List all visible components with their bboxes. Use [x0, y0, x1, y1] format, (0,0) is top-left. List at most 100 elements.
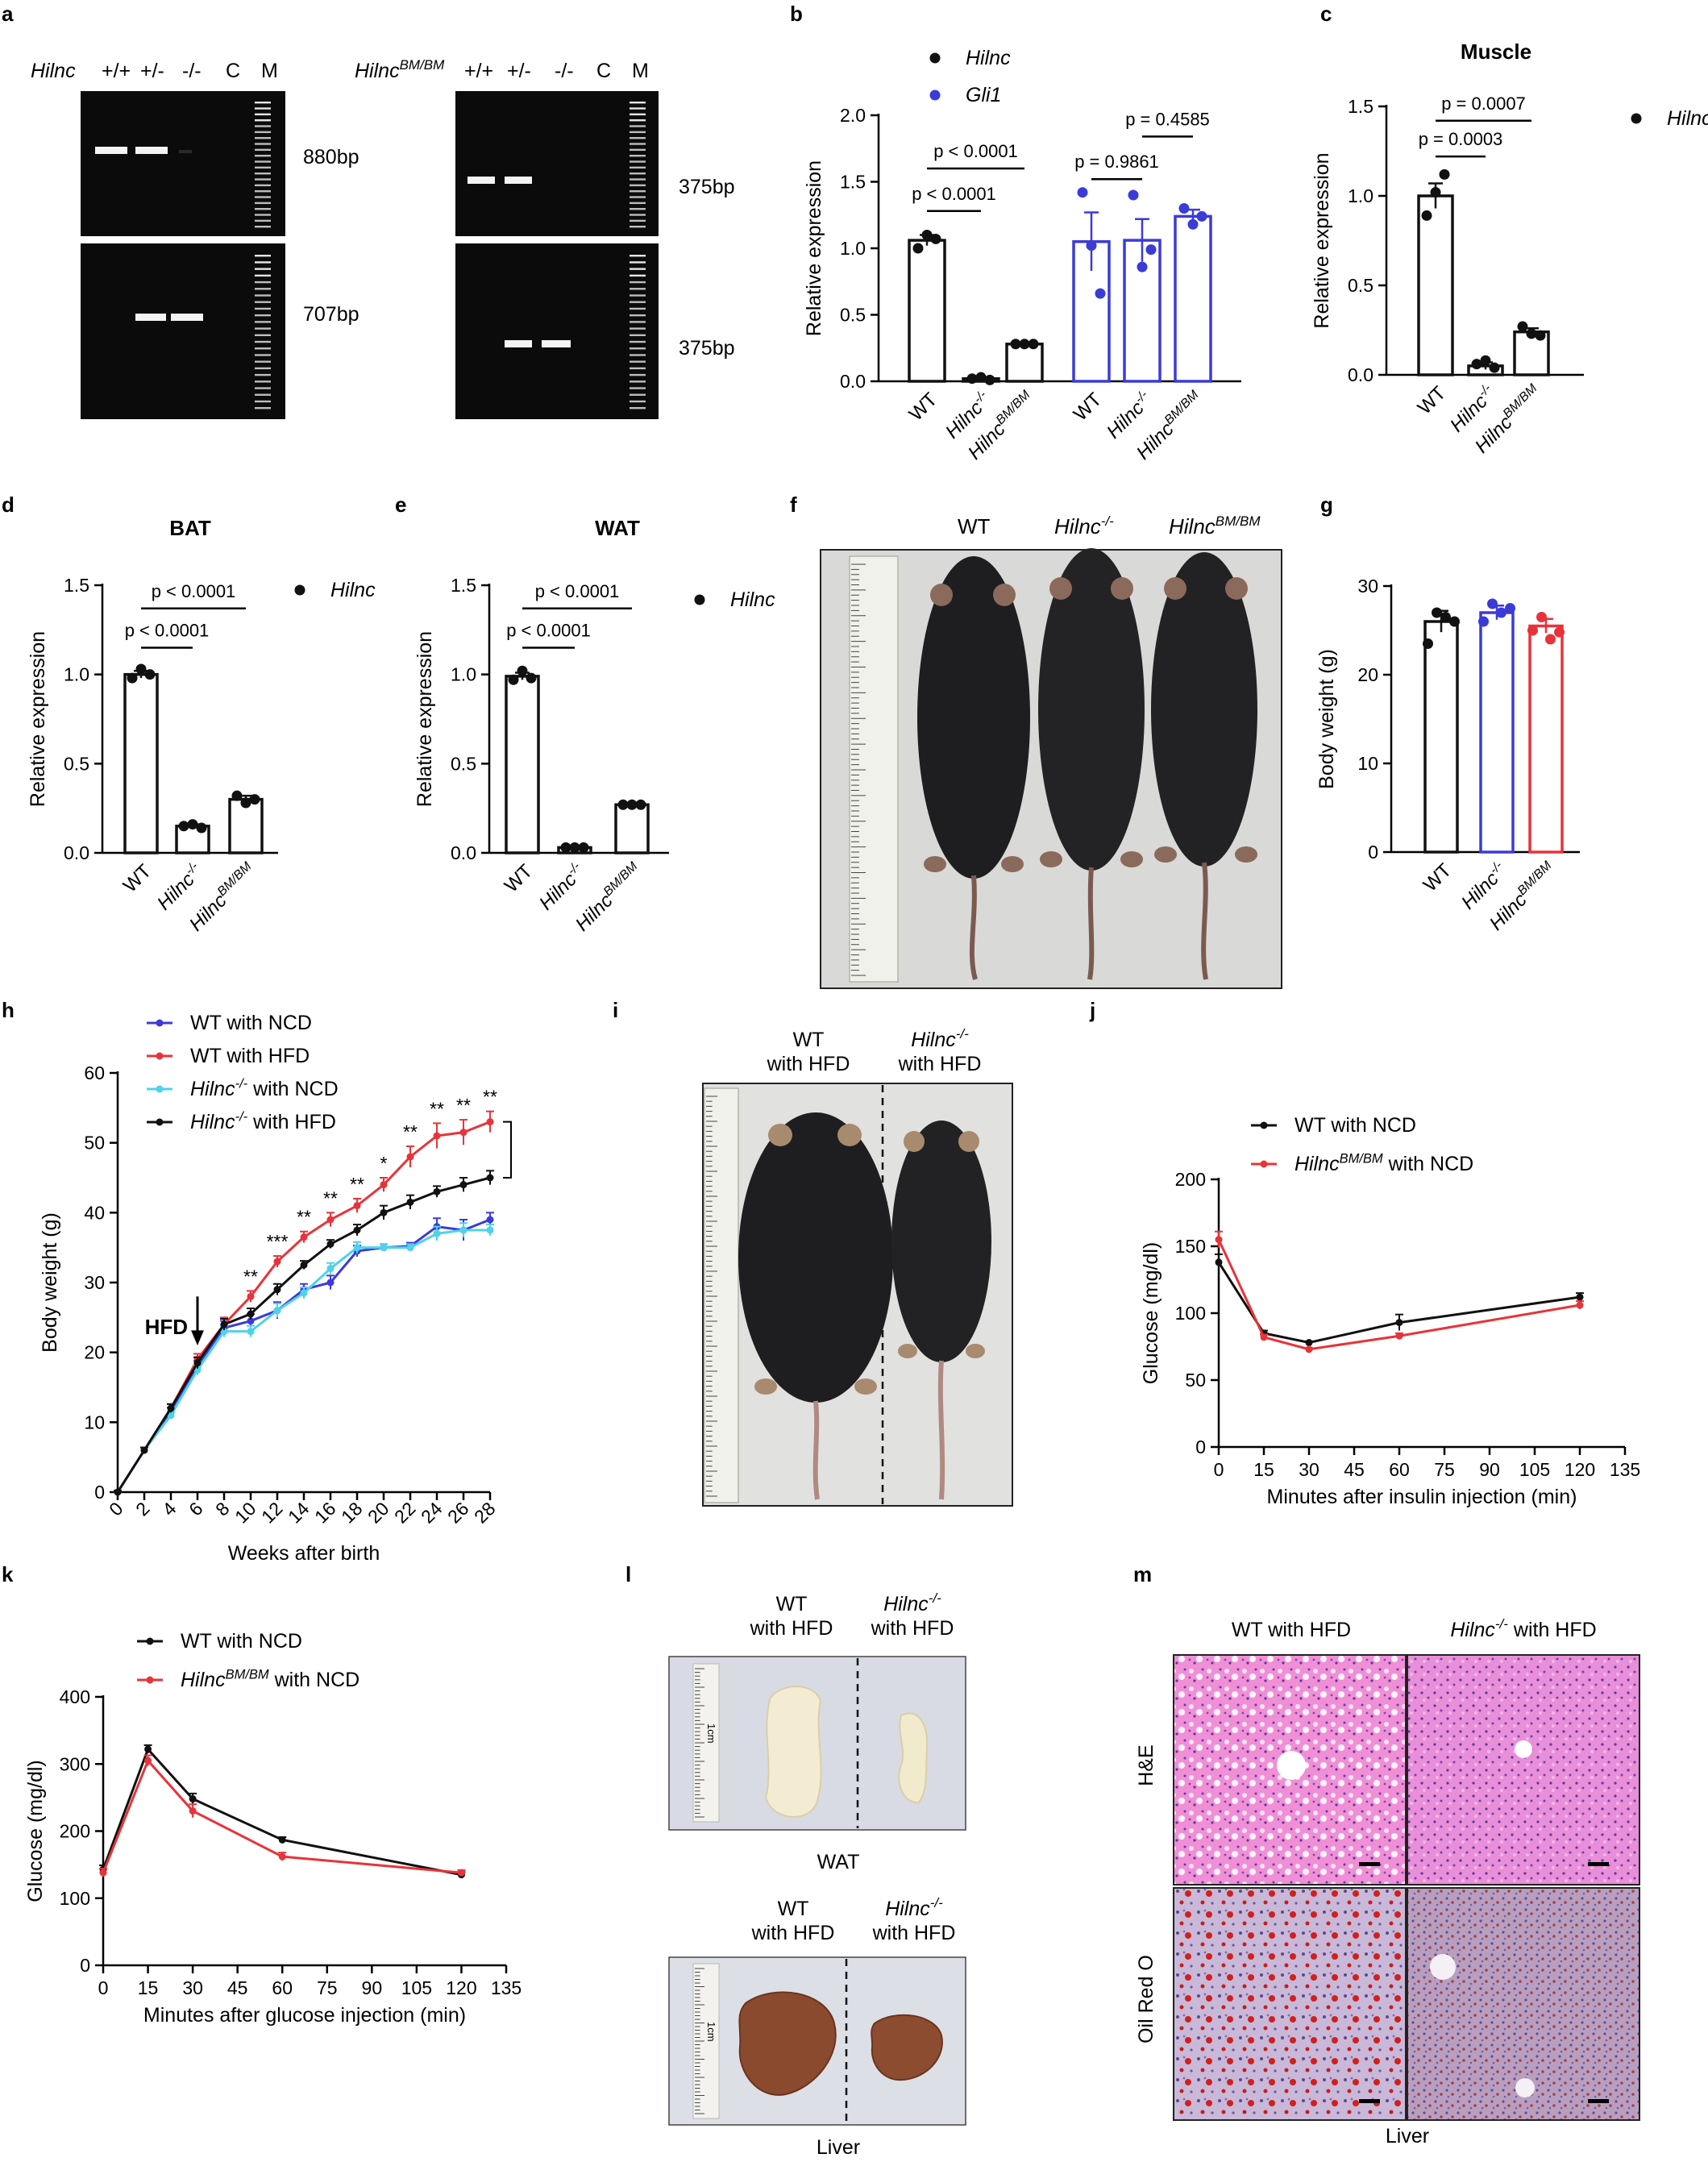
ladder-band — [255, 143, 271, 145]
data-point — [1095, 288, 1106, 299]
bar — [1417, 194, 1454, 376]
bar — [614, 803, 650, 854]
panel-label-j: j — [1089, 998, 1095, 1022]
legend-marker — [156, 1085, 164, 1093]
photo-l-bot-col1-line2: with HFD — [751, 1922, 835, 1944]
y-tick-label: 400 — [60, 1686, 90, 1707]
gel-left-lane-1: +/+ — [102, 60, 131, 82]
gel-band-faint — [179, 150, 192, 153]
data-point — [1305, 1345, 1313, 1353]
ladder-band — [255, 166, 271, 169]
y-tick-label: 0 — [1368, 842, 1378, 863]
data-point — [1439, 168, 1450, 180]
data-point — [240, 797, 251, 809]
gel-band — [468, 177, 495, 184]
ladder-band — [255, 107, 271, 110]
x-tick-label: 6 — [185, 1498, 206, 1520]
data-point — [930, 233, 941, 244]
y-tick-label: 20 — [84, 1342, 105, 1363]
data-point — [127, 672, 138, 684]
y-tick-label: 0 — [94, 1482, 105, 1503]
chart-title: WAT — [595, 516, 640, 540]
significance-stars: ** — [403, 1121, 418, 1142]
photo-f-label-bm: HilncBM/BM — [1169, 513, 1261, 538]
data-point — [178, 821, 189, 832]
category-label: WT — [1070, 389, 1107, 426]
legend-marker — [694, 594, 705, 605]
bar — [505, 675, 540, 854]
x-tick-label: 75 — [317, 1977, 338, 1998]
x-tick-label: 22 — [390, 1498, 419, 1527]
x-axis-label: Minutes after insulin injection (min) — [1267, 1486, 1577, 1508]
gel-right-lane-1: +/+ — [464, 60, 493, 82]
photo-i-col1-line2: with HFD — [767, 1053, 850, 1075]
data-point — [273, 1258, 281, 1266]
data-point — [144, 669, 156, 680]
photo-l-top-col2-line1: Hilnc-/- — [883, 1590, 941, 1615]
gel-left-gene-label: Hilnc — [31, 60, 76, 82]
ladder-band — [255, 281, 271, 284]
ruler-ticks — [695, 1668, 704, 1818]
photo-f-label-ko: Hilnc-/- — [1054, 513, 1114, 538]
panel-label-e: e — [395, 493, 406, 517]
photo-ruler — [849, 555, 899, 983]
legend-label: Hilnc — [330, 579, 376, 601]
ladder-band — [630, 160, 646, 163]
y-tick-label: 50 — [1185, 1370, 1206, 1391]
gel-band — [171, 314, 203, 321]
data-point — [1187, 218, 1199, 230]
dna-ladder — [630, 102, 646, 228]
significance-stars: ** — [430, 1098, 444, 1119]
histology-vessel — [1277, 1751, 1306, 1780]
data-point — [617, 799, 629, 810]
ladder-band — [255, 113, 271, 116]
ladder-band — [255, 184, 271, 187]
panel-label-b: b — [790, 2, 803, 26]
mouse-hilnc-ko — [1038, 548, 1145, 980]
histology-vessel — [1515, 1740, 1532, 1758]
ladder-band — [255, 202, 271, 205]
chart-k-glucose-tolerance: 0 100 200 300 400 0 15 30 45 60 75 90 105 120 135 Gluco… — [24, 1630, 522, 2027]
x-tick-label: 135 — [1610, 1459, 1640, 1480]
legend-marker — [929, 89, 941, 101]
gel-right-lane-3: -/- — [555, 60, 574, 82]
legend-label: Hilnc — [1667, 107, 1708, 130]
data-point — [189, 1795, 197, 1803]
data-point — [921, 230, 933, 240]
ladder-band — [630, 340, 646, 343]
data-point — [273, 1286, 281, 1294]
y-axis-label: Relative expression — [803, 160, 825, 336]
p-value-label: p = 0.4585 — [1125, 109, 1210, 129]
data-point — [278, 1852, 286, 1861]
panel-a-gels: Hilnc +/+ +/- -/- C M 880bp 707bp HilncB… — [31, 57, 735, 419]
panel-label-f: f — [790, 493, 797, 517]
data-point — [578, 842, 589, 853]
data-point — [196, 822, 207, 834]
y-tick-label: 10 — [1357, 753, 1378, 774]
significance-stars: ** — [323, 1187, 338, 1208]
data-point — [114, 1488, 122, 1496]
gel-right-size-2: 375bp — [679, 337, 735, 360]
dna-ladder — [630, 255, 646, 410]
data-point — [1535, 330, 1546, 341]
legend-label: Hilnc — [966, 47, 1011, 69]
legend-label: Hilnc-/- with NCD — [190, 1077, 339, 1101]
y-tick-label: 0.5 — [451, 753, 476, 774]
data-point — [486, 1174, 494, 1182]
ladder-band — [255, 360, 271, 363]
data-point — [1576, 1301, 1584, 1309]
data-point — [247, 1328, 255, 1336]
ladder-band — [630, 196, 646, 198]
ladder-band — [255, 196, 271, 198]
ladder-band — [255, 226, 271, 228]
ladder-band — [630, 407, 646, 410]
y-tick-label: 0.0 — [1348, 364, 1373, 385]
data-point — [1576, 1293, 1584, 1301]
ladder-band — [255, 340, 271, 343]
x-tick-label: 26 — [443, 1498, 472, 1527]
liver-tissue-wt — [738, 1991, 837, 2096]
data-point — [1536, 612, 1547, 622]
ladder-band — [630, 131, 646, 134]
ladder-band — [255, 178, 271, 181]
